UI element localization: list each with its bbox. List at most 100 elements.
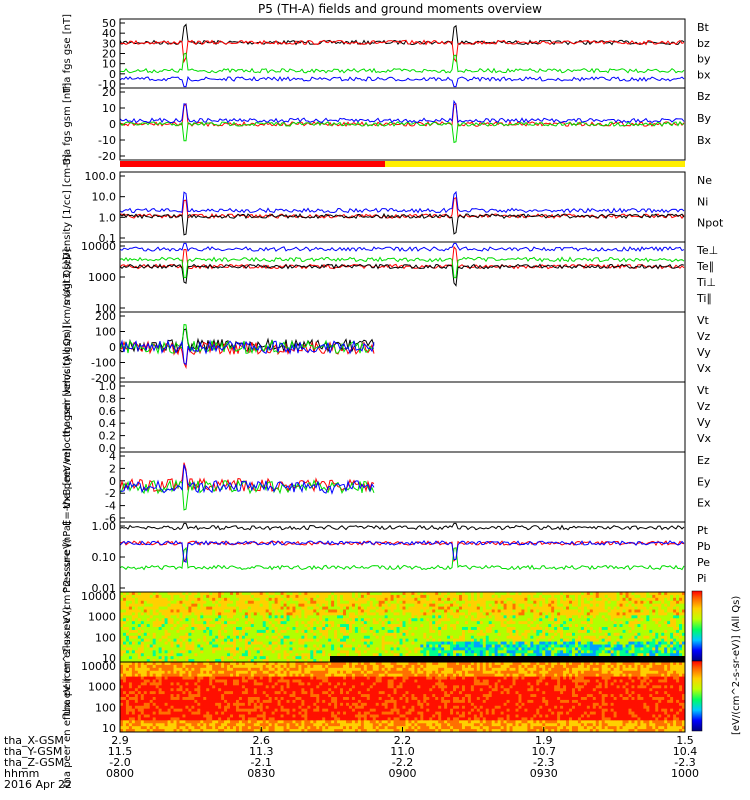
heatmap-cell: [491, 609, 496, 613]
heatmap-cell: [414, 647, 418, 651]
heatmap-cell: [453, 650, 457, 654]
heatmap-cell: [423, 600, 427, 605]
heatmap-cell: [351, 612, 356, 616]
heatmap-cell: [548, 612, 552, 616]
heatmap-cell: [152, 656, 157, 660]
heatmap-cell: [209, 659, 213, 663]
heatmap-cell: [494, 597, 499, 602]
heatmap-cell: [396, 606, 400, 610]
heatmap-cell: [435, 594, 439, 599]
heatmap-cell: [387, 647, 392, 651]
heatmap-cell: [572, 632, 576, 637]
heatmap-cell: [417, 594, 421, 599]
heatmap-cell: [470, 644, 475, 648]
heatmap-cell: [670, 644, 674, 648]
ytick-label: 100: [95, 631, 116, 644]
heatmap-cell: [134, 597, 139, 602]
heatmap-cell: [479, 653, 484, 657]
heatmap-cell: [497, 644, 502, 648]
heatmap-cell: [375, 592, 380, 596]
heatmap-cell: [631, 635, 635, 640]
heatmap-cell: [283, 615, 287, 619]
heatmap-cell: [247, 653, 252, 657]
heatmap-cell: [649, 653, 653, 657]
heatmap-cell: [560, 629, 564, 634]
heatmap-cell: [655, 594, 659, 599]
heatmap-cell: [280, 627, 284, 631]
heatmap-cell: [491, 647, 496, 651]
heatmap-cell: [176, 615, 180, 619]
heatmap-cell: [426, 621, 430, 625]
heatmap-cell: [450, 597, 454, 602]
heatmap-cell: [661, 618, 665, 622]
heatmap-cell: [441, 635, 445, 640]
heatmap-cell: [586, 638, 591, 642]
heatmap-cell: [533, 644, 537, 648]
heatmap-cell: [521, 609, 525, 613]
heatmap-cell: [399, 594, 403, 599]
heatmap-cell: [601, 615, 606, 619]
heatmap-cell: [194, 641, 198, 645]
heatmap-cell: [539, 618, 543, 622]
heatmap-cell: [146, 705, 151, 710]
heatmap-cell: [399, 650, 403, 654]
heatmap-cell: [479, 606, 484, 610]
heatmap-cell: [456, 600, 460, 605]
heatmap-cell: [604, 653, 609, 657]
heatmap-cell: [337, 647, 341, 651]
heatmap-cell: [280, 594, 284, 599]
panels: tha fgs gse [nT] 50403020100-10Btbzbybxth…: [62, 14, 724, 787]
heatmap-cell: [580, 632, 585, 637]
heatmap-cell: [307, 632, 311, 637]
heatmap-cell: [283, 624, 287, 628]
heatmap-cell: [131, 592, 136, 596]
heatmap-cell: [580, 612, 585, 616]
heatmap-cell: [137, 714, 142, 718]
heatmap-cell: [322, 659, 326, 663]
heatmap-cell: [682, 627, 686, 631]
heatmap-cell: [176, 647, 180, 651]
heatmap-cell: [646, 624, 650, 628]
heatmap-cell: [634, 592, 638, 596]
heatmap-cell: [500, 650, 505, 654]
heatmap-cell: [170, 606, 174, 610]
heatmap-cell: [384, 647, 389, 651]
heatmap-cell: [574, 603, 579, 607]
heatmap-cell: [143, 632, 148, 637]
heatmap-cell: [566, 597, 570, 602]
heatmap-cell: [560, 647, 564, 651]
heatmap-cell: [227, 600, 231, 605]
heatmap-cell: [569, 606, 573, 610]
heatmap-cell: [619, 600, 623, 605]
heatmap-cell: [387, 629, 392, 634]
heatmap-cell: [491, 632, 496, 637]
heatmap-cell: [438, 592, 442, 596]
heatmap-cell: [664, 641, 668, 645]
heatmap-cell: [485, 615, 490, 619]
legend-Vz: Vz: [697, 330, 711, 343]
heatmap-cell: [467, 644, 472, 648]
heatmap-cell: [598, 592, 603, 596]
heatmap-cell: [634, 650, 638, 654]
heatmap-cell: [286, 650, 290, 654]
heatmap-cell: [384, 641, 389, 645]
heatmap-cell: [619, 606, 623, 610]
heatmap-cell: [453, 600, 457, 605]
heatmap-cell: [479, 618, 484, 622]
heatmap-cell: [125, 729, 130, 733]
heatmap-cell: [197, 635, 201, 640]
heatmap-cell: [188, 653, 192, 657]
heatmap-cell: [473, 592, 478, 596]
heatmap-cell: [289, 594, 293, 599]
heatmap-cell: [277, 656, 281, 660]
heatmap-cell: [583, 627, 588, 631]
heatmap-cell: [485, 653, 490, 657]
heatmap-cell: [586, 603, 591, 607]
heatmap-cell: [372, 618, 377, 622]
heatmap-cell: [250, 624, 255, 628]
heatmap-cell: [524, 615, 528, 619]
heatmap-cell: [512, 621, 516, 625]
heatmap-cell: [661, 594, 665, 599]
heatmap-cell: [292, 615, 296, 619]
heatmap-cell: [652, 629, 656, 634]
